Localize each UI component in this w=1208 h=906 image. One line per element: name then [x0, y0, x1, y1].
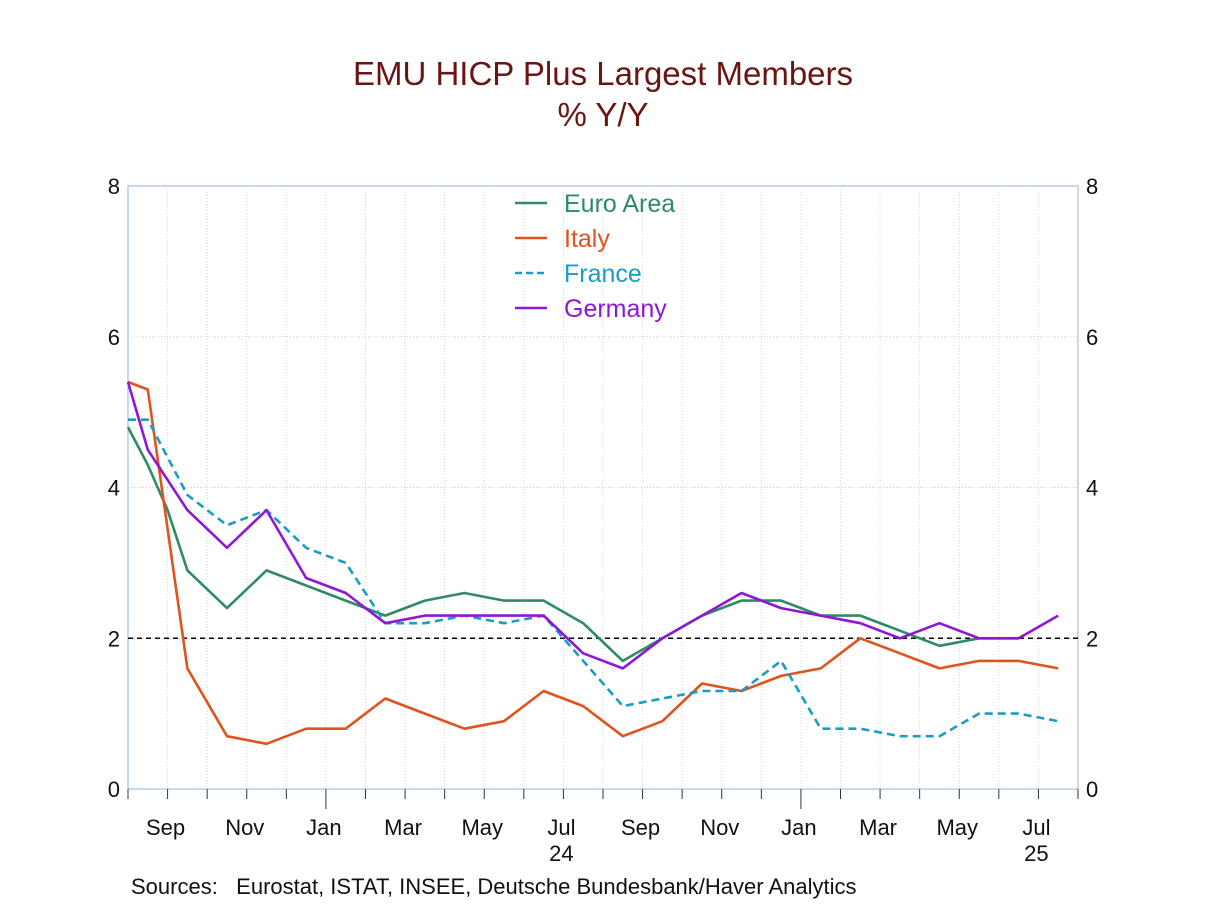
y-axis-labels: 0 0 2 2 4 4 6 6 8 8: [108, 174, 1099, 802]
x-tick-label: Jul: [1022, 815, 1050, 840]
x-tick-label: Nov: [700, 815, 739, 840]
axis-ticks: [127, 789, 1079, 809]
y-tick-label-left: 0: [108, 777, 120, 802]
y-tick-label-right: 0: [1086, 777, 1098, 802]
y-tick-label-left: 2: [108, 626, 120, 651]
y-tick-label-left: 8: [108, 174, 120, 199]
legend-label: France: [564, 260, 642, 288]
y-tick-label-left: 6: [108, 325, 120, 350]
x-year-label: 25: [1024, 841, 1048, 866]
legend-label: Euro Area: [564, 190, 675, 218]
grid: [128, 186, 1078, 789]
x-tick-label: Jan: [306, 815, 341, 840]
sources-note: Sources: Eurostat, ISTAT, INSEE, Deutsch…: [131, 874, 857, 899]
x-tick-label: May: [461, 815, 503, 840]
series-lines: [126, 380, 1059, 746]
legend-label: Germany: [564, 295, 667, 323]
y-tick-label-left: 4: [108, 476, 120, 501]
y-tick-label-right: 8: [1086, 174, 1098, 199]
legend: Euro Area Italy France Germany: [515, 190, 675, 323]
y-tick-label-right: 4: [1086, 476, 1098, 501]
chart-subtitle: % Y/Y: [557, 96, 648, 133]
y-tick-label-right: 2: [1086, 626, 1098, 651]
x-tick-label: Sep: [621, 815, 660, 840]
x-tick-label: Sep: [146, 815, 185, 840]
x-tick-label: Jan: [781, 815, 816, 840]
series-line-euro-area: [126, 426, 1019, 663]
x-year-label: 24: [549, 841, 573, 866]
series-line-italy: [127, 380, 1059, 746]
series-line-germany: [126, 381, 1059, 670]
series-line-france: [128, 418, 1059, 738]
y-tick-label-right: 6: [1086, 325, 1098, 350]
x-tick-label: Jul: [547, 815, 575, 840]
x-tick-label: Mar: [859, 815, 897, 840]
chart-title: EMU HICP Plus Largest Members: [353, 55, 853, 92]
x-tick-label: Mar: [384, 815, 422, 840]
x-tick-label: May: [936, 815, 978, 840]
legend-label: Italy: [564, 225, 610, 253]
x-tick-label: Nov: [225, 815, 264, 840]
